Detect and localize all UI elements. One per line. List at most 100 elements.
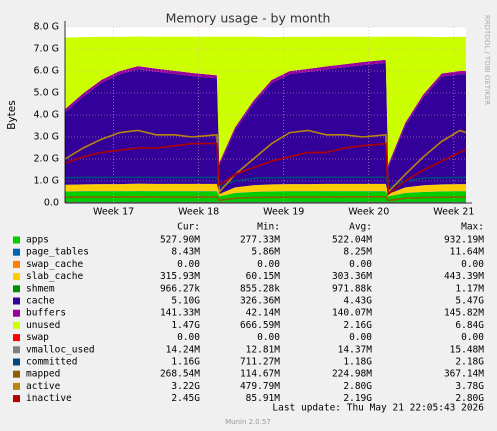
legend-stat: 145.82M xyxy=(444,308,484,319)
y-tick-label: 4.0 G xyxy=(34,110,60,121)
y-tick-label: 3.0 G xyxy=(34,132,60,143)
legend-label: page_tables xyxy=(26,247,89,258)
legend-stat: 1.16G xyxy=(171,357,200,368)
legend-swatch xyxy=(13,321,20,329)
line xyxy=(64,142,467,196)
legend-stat: 114.67M xyxy=(240,369,280,380)
legend-stat: 15.48M xyxy=(450,344,485,355)
legend-stat: 5.47G xyxy=(455,296,484,307)
legend-stat: 666.59M xyxy=(240,320,280,331)
legend-label: vmalloc_used xyxy=(26,344,95,355)
legend-stat: 0.00 xyxy=(177,332,200,343)
legend-stat: 326.36M xyxy=(240,296,280,307)
legend-stat: 522.04M xyxy=(332,235,372,246)
area xyxy=(65,62,466,195)
y-tick-label: 8.0 G xyxy=(34,22,60,33)
legend-stat: 4.43G xyxy=(343,296,372,307)
y-tick-label: 2.0 G xyxy=(34,154,60,165)
legend-stat: 1.17M xyxy=(455,283,484,294)
footer: Munin 2.0.57 xyxy=(225,418,271,426)
legend-stat: 443.39M xyxy=(444,271,484,282)
legend-swatch xyxy=(13,285,20,293)
y-tick-label: 0.0 xyxy=(44,198,59,209)
legend-label: unused xyxy=(26,320,60,331)
legend-stat: 85.91M xyxy=(246,393,281,404)
legend-label: cache xyxy=(26,296,55,307)
legend-stat: 0.00 xyxy=(349,332,372,343)
legend-stat: 0.00 xyxy=(461,259,484,270)
legend-stat: 277.33M xyxy=(240,235,280,246)
legend-stat: 711.27M xyxy=(240,357,280,368)
x-tick-label: Week 20 xyxy=(348,207,389,218)
legend-swatch xyxy=(13,346,20,354)
legend-stat: 8.25M xyxy=(343,247,372,258)
legend-swatch xyxy=(13,248,20,256)
legend-stat: 971.88k xyxy=(332,283,372,294)
legend-stat: 140.07M xyxy=(332,308,372,319)
legend-stat: 527.90M xyxy=(160,235,200,246)
legend-column-header: Min: xyxy=(257,222,280,233)
legend-stat: 0.00 xyxy=(177,259,200,270)
legend-stat: 2.16G xyxy=(343,320,372,331)
chart-title: Memory usage - by month xyxy=(166,11,331,26)
legend-stat: 2.19G xyxy=(343,393,372,404)
last-update: Last update: Thu May 21 22:05:43 2026 xyxy=(272,403,484,414)
legend-stat: 12.81M xyxy=(246,344,281,355)
legend-swatch xyxy=(13,382,20,390)
legend-stat: 315.93M xyxy=(160,271,200,282)
legend-stat: 11.64M xyxy=(450,247,485,258)
legend-stat: 3.22G xyxy=(171,381,200,392)
legend-swatch xyxy=(13,309,20,317)
legend-stat: 141.33M xyxy=(160,308,200,319)
legend-swatch xyxy=(13,273,20,281)
legend-swatch xyxy=(13,297,20,305)
y-tick-label: 7.0 G xyxy=(34,44,60,55)
legend-stat: 1.18G xyxy=(343,357,372,368)
legend-stat: 1.47G xyxy=(171,320,200,331)
legend-column-header: Cur: xyxy=(177,222,200,233)
x-tick-label: Week 17 xyxy=(93,207,134,218)
legend-stat: 855.28k xyxy=(240,283,280,294)
legend-stat: 2.45G xyxy=(171,393,200,404)
legend-stat: 932.19M xyxy=(444,235,484,246)
legend-label: swap_cache xyxy=(26,259,83,270)
legend-stat: 14.37M xyxy=(338,344,373,355)
legend-label: inactive xyxy=(26,393,72,404)
line xyxy=(64,129,467,194)
legend-label: buffers xyxy=(26,308,66,319)
legend-label: committed xyxy=(26,357,77,368)
legend-stat: 60.15M xyxy=(246,271,281,282)
legend-swatch xyxy=(13,334,20,342)
legend-stat: 0.00 xyxy=(461,332,484,343)
area xyxy=(65,36,466,165)
legend-label: active xyxy=(26,381,61,392)
legend-stat: 2.80G xyxy=(455,393,484,404)
y-tick-label: 6.0 G xyxy=(34,66,60,77)
legend-stat: 5.86M xyxy=(251,247,280,258)
legend-stat: 2.80G xyxy=(343,381,372,392)
legend-swatch xyxy=(13,358,20,366)
legend-label: mapped xyxy=(26,369,60,380)
legend-stat: 303.36M xyxy=(332,271,372,282)
legend-stat: 5.10G xyxy=(171,296,200,307)
legend-swatch xyxy=(13,395,20,403)
legend-stat: 42.14M xyxy=(246,308,281,319)
legend-label: slab_cache xyxy=(26,271,83,282)
legend-stat: 224.98M xyxy=(332,369,372,380)
x-tick-label: Week 19 xyxy=(263,207,304,218)
legend-stat: 0.00 xyxy=(257,259,280,270)
legend-label: swap xyxy=(26,332,49,343)
watermark: RRDTOOL / TOBI OETIKER xyxy=(483,15,491,105)
y-tick-label: 1.0 G xyxy=(34,176,60,187)
legend-column-header: Avg: xyxy=(349,222,372,233)
legend-stat: 479.79M xyxy=(240,381,280,392)
legend-stat: 6.84G xyxy=(455,320,484,331)
legend-stat: 268.54M xyxy=(160,369,200,380)
legend-stat: 14.24M xyxy=(166,344,201,355)
grid xyxy=(65,26,466,204)
legend-swatch xyxy=(13,260,20,268)
legend-stat: 8.43M xyxy=(171,247,200,258)
legend-swatch xyxy=(13,236,20,244)
legend-swatch xyxy=(13,370,20,378)
